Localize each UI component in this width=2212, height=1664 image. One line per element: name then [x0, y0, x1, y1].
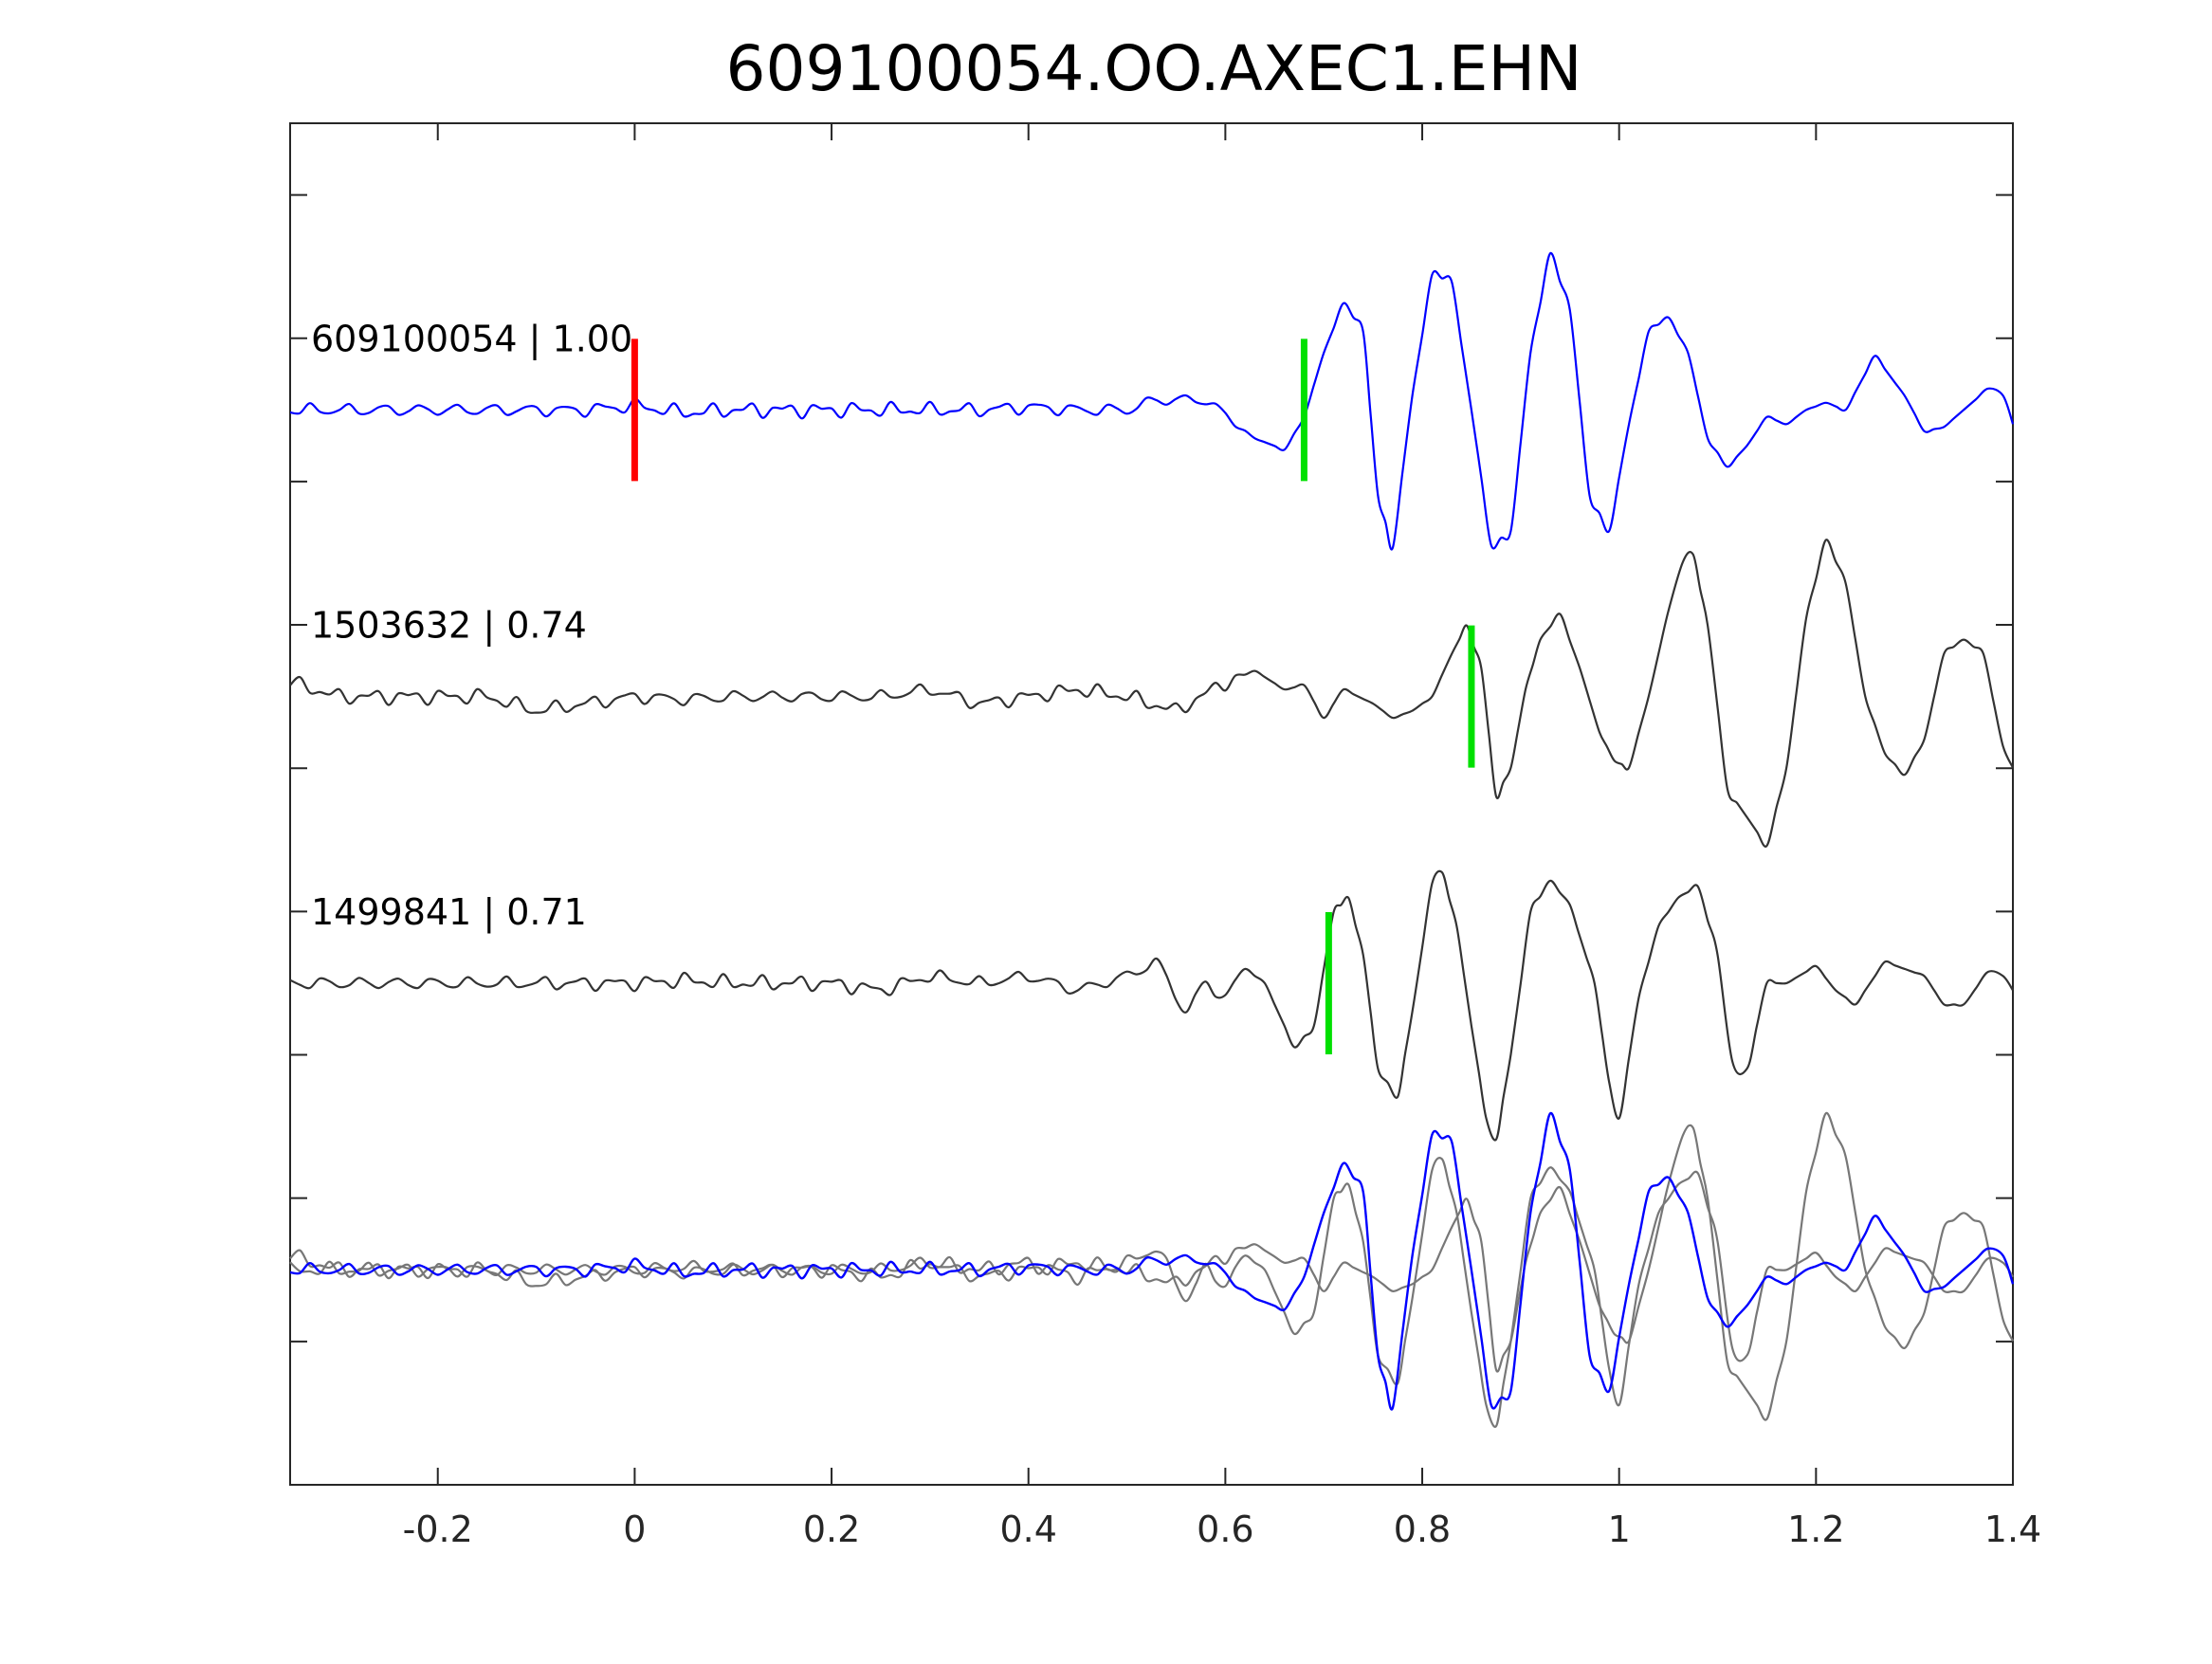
- x-tick-label: 1.2: [1787, 1509, 1844, 1550]
- x-tick-label: 1.4: [1984, 1509, 2041, 1550]
- x-tick-label: 1: [1608, 1509, 1631, 1550]
- waveform-trace: [289, 252, 2015, 551]
- overlay-trace-gray: [289, 1111, 2015, 1421]
- overlay-trace-gray: [289, 1157, 2014, 1428]
- trace-label: 609100054 | 1.00: [311, 318, 632, 360]
- trace-label: 1499841 | 0.71: [311, 891, 587, 934]
- waveform-trace: [289, 869, 2014, 1142]
- x-tick-label: 0.2: [803, 1509, 860, 1550]
- waveform-trace: [289, 539, 2014, 849]
- chart-title: 609100054.OO.AXEC1.EHN: [726, 32, 1582, 105]
- traces: [289, 252, 2015, 1428]
- x-tick-label: 0: [623, 1509, 646, 1550]
- axis-ticks: [290, 123, 2014, 1485]
- x-tick-label: 0.4: [999, 1509, 1056, 1550]
- x-tick-label: 0.8: [1394, 1509, 1451, 1550]
- x-tick-label: 0.6: [1197, 1509, 1253, 1550]
- trace-label: 1503632 | 0.74: [311, 605, 587, 648]
- labels: -0.2 0 0.2 0.4 0.6 0.8 1 1.2 1.4 609100054 | 1.00…: [311, 318, 2041, 1550]
- overlay-trace-blue: [289, 1111, 2015, 1411]
- x-tick-label: -0.2: [403, 1509, 473, 1550]
- plot-frame: [289, 122, 2014, 1486]
